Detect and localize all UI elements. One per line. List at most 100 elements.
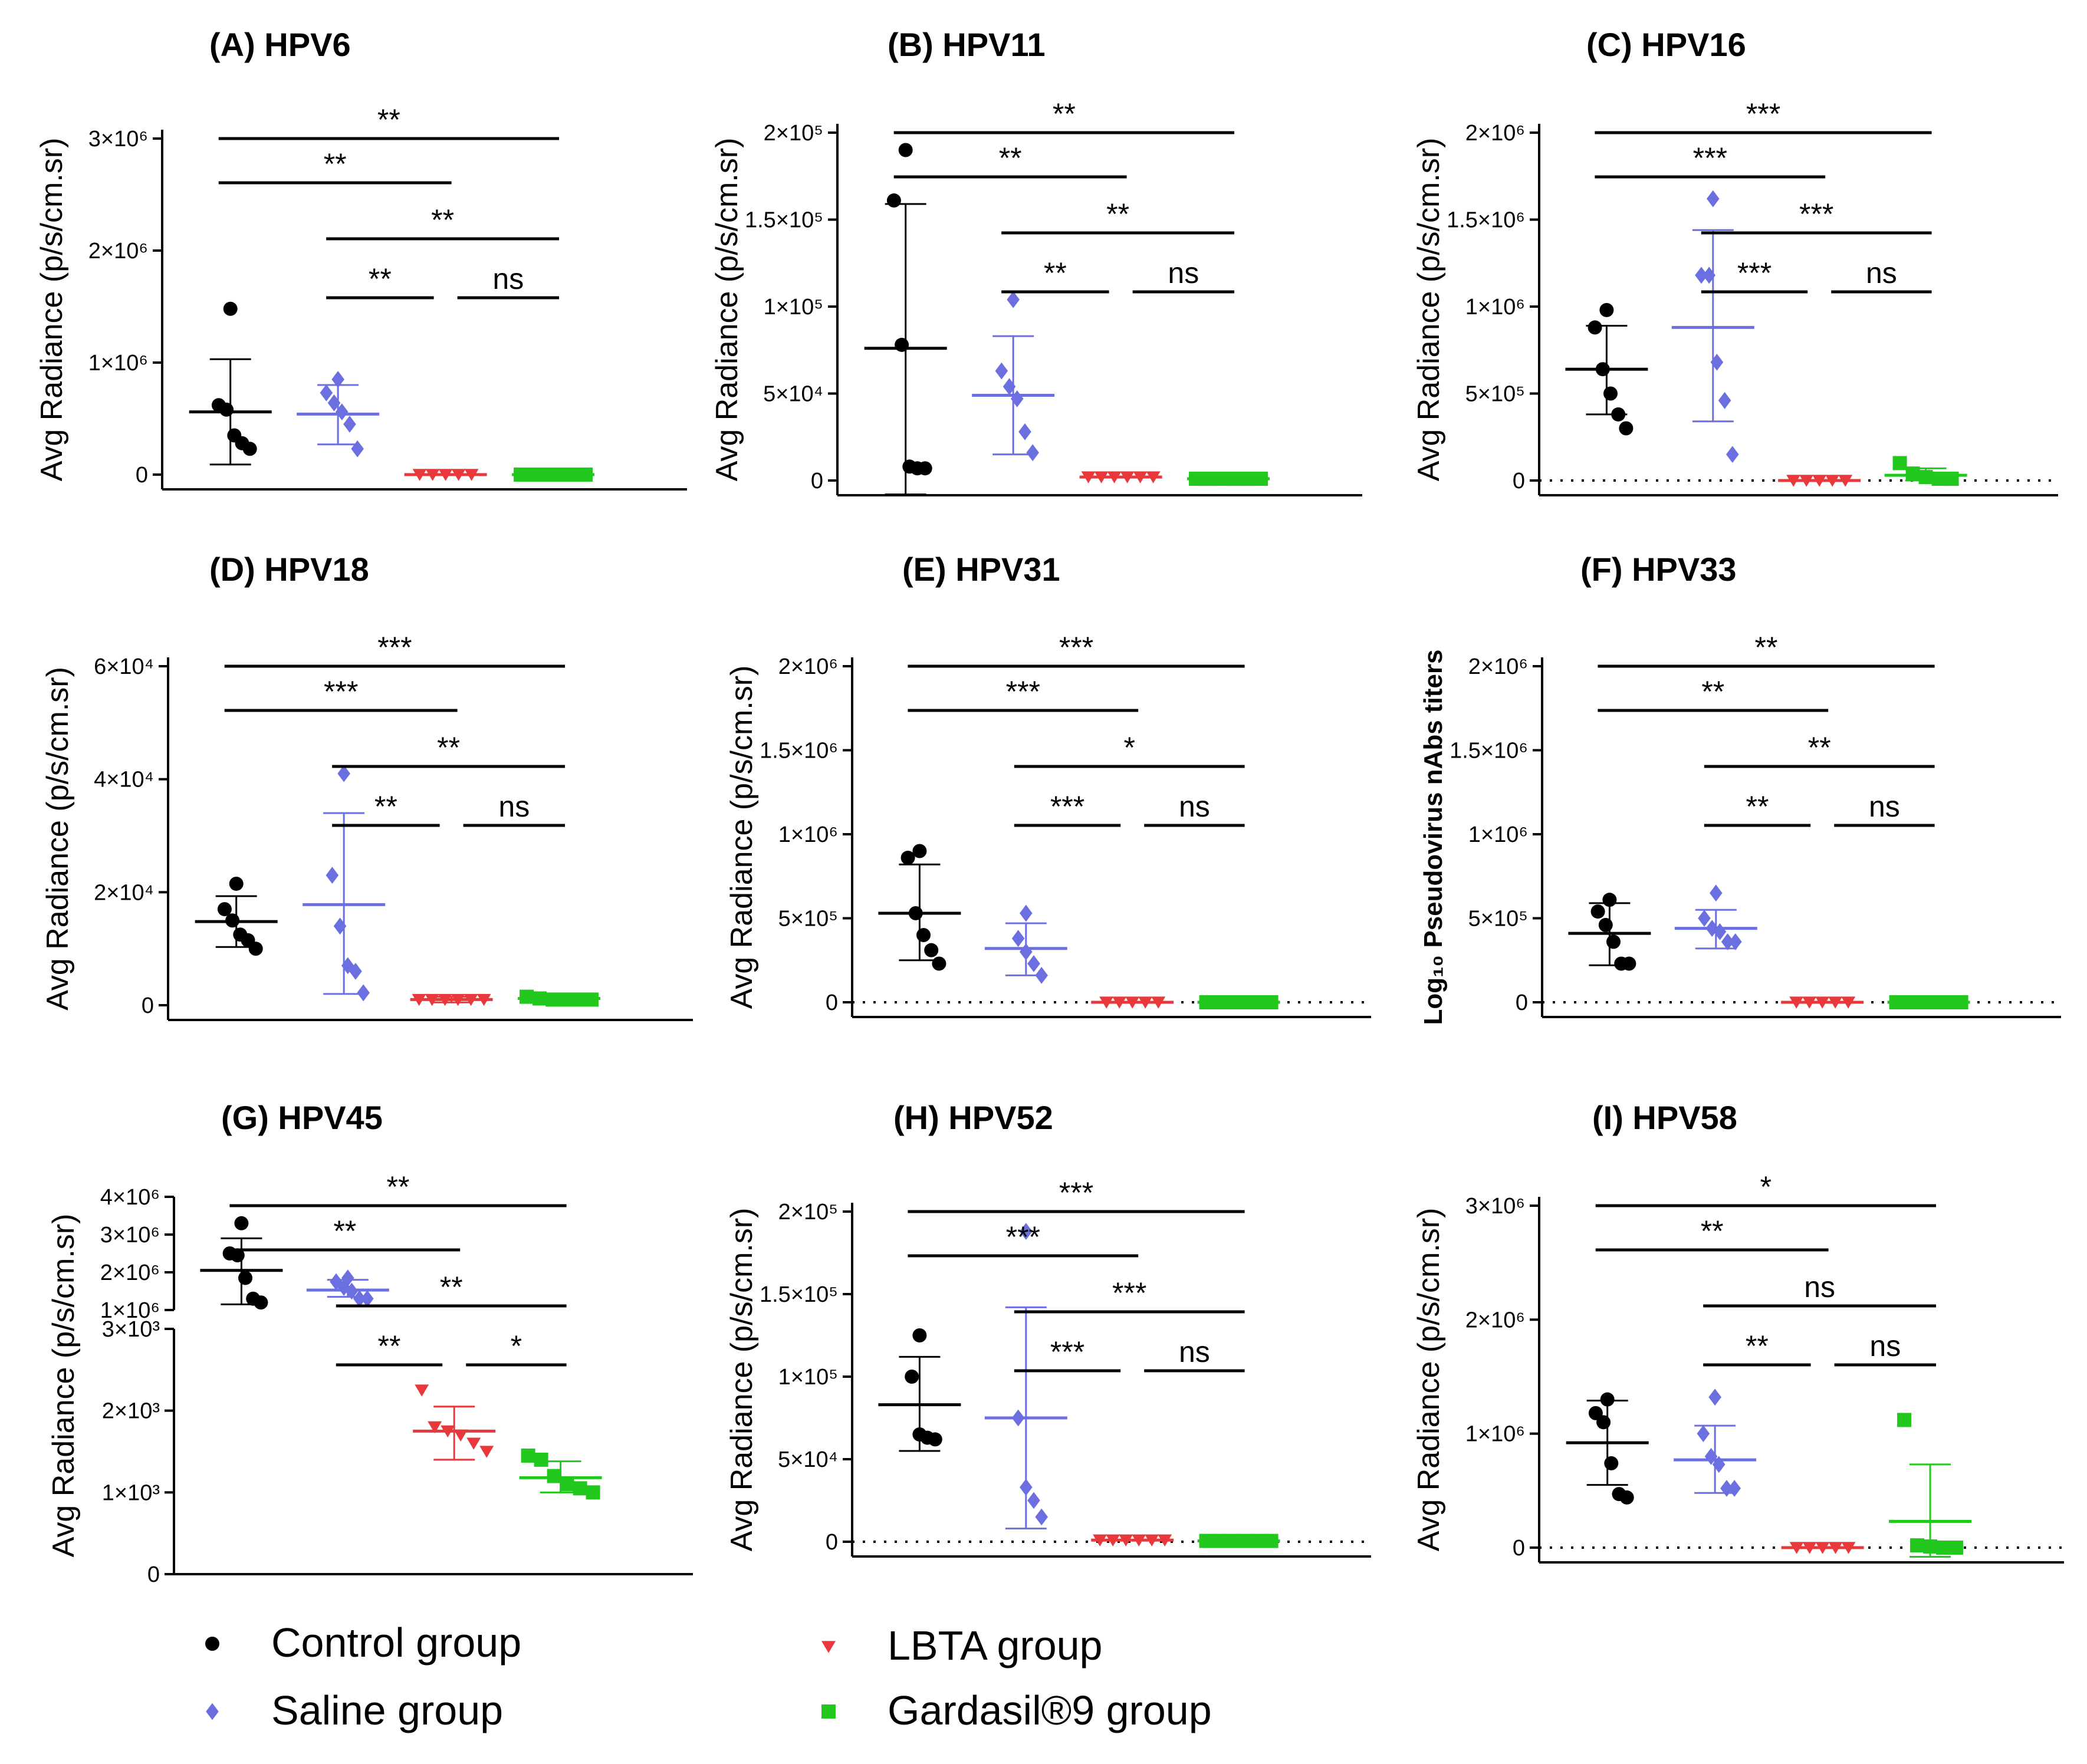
legend-label: Control group — [271, 1620, 521, 1666]
data-point — [560, 1477, 574, 1492]
data-point — [1596, 1415, 1611, 1430]
legend-label: Gardasil®9 group — [888, 1687, 1212, 1733]
y-tick-label: 5×10⁴ — [763, 382, 823, 407]
data-point — [1703, 266, 1715, 284]
y-tick-label: 0 — [1513, 469, 1525, 493]
chart-panel-2: (C) HPV16 Avg Radiance (p/s/cm.sr) 0 5×10⁵ 1… — [1412, 26, 2058, 496]
data-point — [1619, 1490, 1634, 1505]
y-axis-label: Log₁₀ Pseudovirus nAbs titers — [1419, 649, 1448, 1025]
data-point — [1708, 1388, 1721, 1406]
data-point — [1588, 320, 1602, 335]
data-point — [1698, 910, 1711, 927]
y-tick-label: 4×10⁶ — [100, 1185, 160, 1210]
panel-title: (H) HPV52 — [893, 1099, 1053, 1136]
significance-label: ** — [1746, 1329, 1769, 1363]
y-tick-label: 6×10⁴ — [94, 654, 154, 679]
y-axis-label: Avg Radiance (p/s/cm.sr) — [1412, 138, 1446, 482]
significance-label: ** — [1701, 1215, 1724, 1248]
data-point — [886, 193, 901, 208]
legend-item-1: Saline group — [206, 1687, 503, 1733]
data-point — [1931, 472, 1946, 486]
significance-label: ** — [378, 1329, 401, 1363]
data-point — [466, 1437, 481, 1450]
significance-label: ** — [1701, 675, 1724, 708]
legend-marker — [821, 1704, 836, 1719]
y-tick-label: 1.5×10⁵ — [745, 208, 823, 233]
significance-label: ns — [1179, 1335, 1210, 1368]
data-point — [217, 902, 232, 917]
data-point — [1020, 904, 1033, 922]
data-point — [353, 1290, 366, 1308]
data-point — [1695, 266, 1708, 284]
data-point — [928, 1432, 942, 1447]
y-tick-label: 0 — [826, 990, 838, 1015]
significance-label: ** — [1053, 97, 1076, 130]
data-point — [1704, 1447, 1718, 1465]
data-point — [1697, 1425, 1710, 1443]
y-axis-label: Avg Radiance (p/s/cm.sr) — [41, 667, 75, 1011]
y-tick-label: 3×10⁶ — [88, 127, 148, 152]
legend-marker — [821, 1641, 836, 1653]
y-tick-label: 3×10⁶ — [100, 1223, 160, 1248]
data-point — [1944, 472, 1959, 486]
data-point — [335, 403, 349, 420]
data-point — [415, 1384, 429, 1397]
legend-marker — [206, 1703, 219, 1720]
data-point — [1600, 1392, 1615, 1407]
data-point — [326, 867, 339, 884]
legend-marker — [205, 1637, 219, 1651]
significance-label: ** — [324, 147, 347, 180]
data-point — [219, 402, 234, 417]
data-point — [1726, 446, 1739, 463]
data-point — [341, 957, 354, 975]
legend-label: LBTA group — [888, 1623, 1103, 1668]
data-point — [1718, 391, 1731, 409]
y-tick-label: 2×10⁶ — [1468, 654, 1528, 679]
y-tick-label: 2×10⁵ — [764, 121, 823, 146]
legend-item-3: Gardasil®9 group — [821, 1687, 1212, 1733]
data-point — [229, 876, 244, 891]
data-point — [912, 1328, 927, 1342]
chart-panel-6: (G) HPV45 Avg Radiance (p/s/cm.sr) 1×10⁶ 2×… — [47, 1099, 693, 1587]
data-point — [361, 1290, 374, 1308]
data-point — [932, 956, 946, 971]
y-tick-label: 1×10⁶ — [1468, 822, 1528, 847]
panel-title: (E) HPV31 — [902, 551, 1060, 588]
significance-label: ** — [1808, 731, 1831, 764]
data-point — [916, 928, 931, 942]
significance-label: ns — [1869, 1329, 1901, 1363]
y-tick-label: 0 — [142, 993, 154, 1018]
significance-label: ** — [999, 141, 1022, 175]
data-point — [1007, 291, 1020, 308]
data-point — [320, 384, 333, 401]
chart-panel-4: (E) HPV31 Avg Radiance (p/s/cm.sr) 0 5×10⁵ 1… — [725, 551, 1371, 1018]
data-point — [330, 1273, 343, 1291]
y-tick-label: 2×10⁶ — [778, 654, 838, 679]
significance-label: ns — [1866, 256, 1897, 289]
significance-label: * — [1760, 1170, 1772, 1203]
y-tick-label: 1×10³ — [102, 1480, 160, 1505]
significance-label: ns — [1168, 256, 1199, 289]
significance-label: ns — [1804, 1271, 1835, 1304]
data-point — [1035, 1508, 1048, 1526]
y-tick-label: 1×10⁵ — [778, 1365, 838, 1390]
significance-label: ns — [492, 262, 524, 295]
data-point — [331, 371, 344, 388]
significance-label: ** — [1044, 256, 1067, 289]
significance-label: ** — [387, 1170, 410, 1203]
significance-label: *** — [1050, 1335, 1084, 1368]
y-axis-label: Avg Radiance (p/s/cm.sr) — [1412, 1208, 1446, 1552]
data-point — [351, 440, 364, 458]
y-tick-label: 5×10⁵ — [778, 907, 838, 932]
y-tick-label: 5×10⁴ — [778, 1447, 838, 1472]
data-point — [520, 989, 534, 1004]
y-tick-label: 3×10³ — [102, 1317, 160, 1342]
y-tick-label: 0 — [136, 463, 148, 488]
data-point — [1619, 421, 1634, 436]
data-point — [1590, 904, 1605, 919]
y-tick-label: 2×10³ — [102, 1399, 160, 1424]
y-tick-label: 5×10⁵ — [1465, 382, 1525, 407]
significance-label: *** — [1799, 198, 1833, 231]
significance-label: *** — [1050, 790, 1084, 823]
data-point — [1721, 933, 1734, 950]
